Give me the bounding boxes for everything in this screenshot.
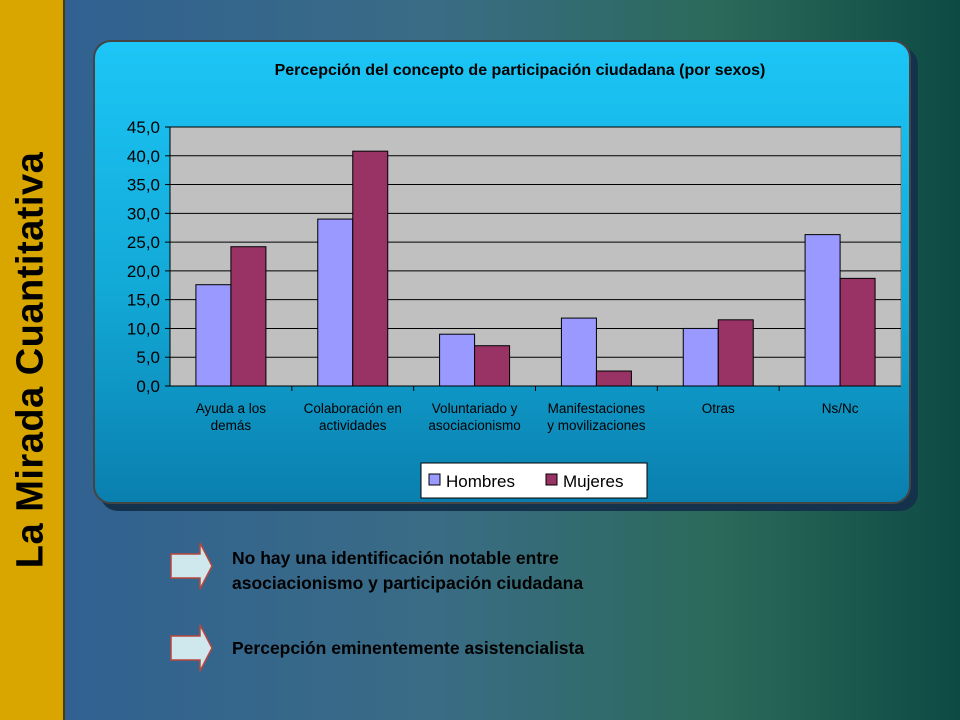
x-category-label: Manifestaciones — [548, 401, 646, 416]
bar-mujeres — [352, 150, 389, 387]
plot-area — [169, 126, 902, 387]
y-tick-label: 40,0 — [127, 147, 160, 166]
x-category-label: Ayuda a los — [196, 401, 267, 416]
bar-hombres — [804, 234, 841, 387]
chart-title: Percepción del concepto de participación… — [275, 62, 766, 79]
x-category-label: asociacionismo — [428, 418, 520, 433]
x-category-label: demás — [211, 418, 252, 433]
arrow-right-icon — [170, 624, 213, 672]
sidebar: La Mirada Cuantitativa — [0, 0, 65, 720]
x-category-label: Ns/Nc — [822, 401, 859, 416]
x-category-label: y movilizaciones — [547, 418, 646, 433]
bar-mujeres — [230, 246, 267, 387]
y-tick-label: 5,0 — [136, 348, 160, 367]
legend-label: Hombres — [446, 472, 515, 491]
bar-mujeres — [474, 345, 511, 387]
y-tick-label: 15,0 — [127, 291, 160, 310]
bar-hombres — [439, 333, 476, 387]
x-category-label: Voluntariado y — [432, 401, 518, 416]
bar-hombres — [560, 317, 597, 387]
legend-swatch — [545, 473, 558, 486]
y-tick-label: 25,0 — [127, 233, 160, 252]
bar-mujeres — [595, 370, 632, 387]
bullet-1: No hay una identificación notable entre … — [170, 542, 730, 593]
bullet-2-text: Percepción eminentemente asistencialista — [232, 638, 585, 658]
bar-mujeres — [839, 277, 876, 387]
y-tick-label: 20,0 — [127, 262, 160, 281]
arrow-right-icon — [170, 542, 213, 590]
x-category-label: actividades — [319, 418, 387, 433]
y-tick-label: 35,0 — [127, 176, 160, 195]
bar-hombres — [195, 284, 232, 387]
bar-hombres — [682, 327, 719, 387]
y-tick-label: 30,0 — [127, 204, 160, 223]
legend-label: Mujeres — [563, 472, 623, 491]
y-tick-label: 10,0 — [127, 319, 160, 338]
y-tick-label: 0,0 — [136, 377, 160, 396]
bar-hombres — [317, 218, 354, 387]
bar-mujeres — [717, 319, 754, 387]
y-tick-label: 45,0 — [127, 118, 160, 137]
legend-swatch — [428, 473, 441, 486]
x-category-label: Otras — [702, 401, 735, 416]
bullet-1-text: No hay una identificación notable entre … — [232, 548, 584, 593]
x-category-label: Colaboración en — [304, 401, 402, 416]
bullet-2: Percepción eminentemente asistencialista — [170, 624, 730, 674]
legend — [420, 462, 648, 499]
